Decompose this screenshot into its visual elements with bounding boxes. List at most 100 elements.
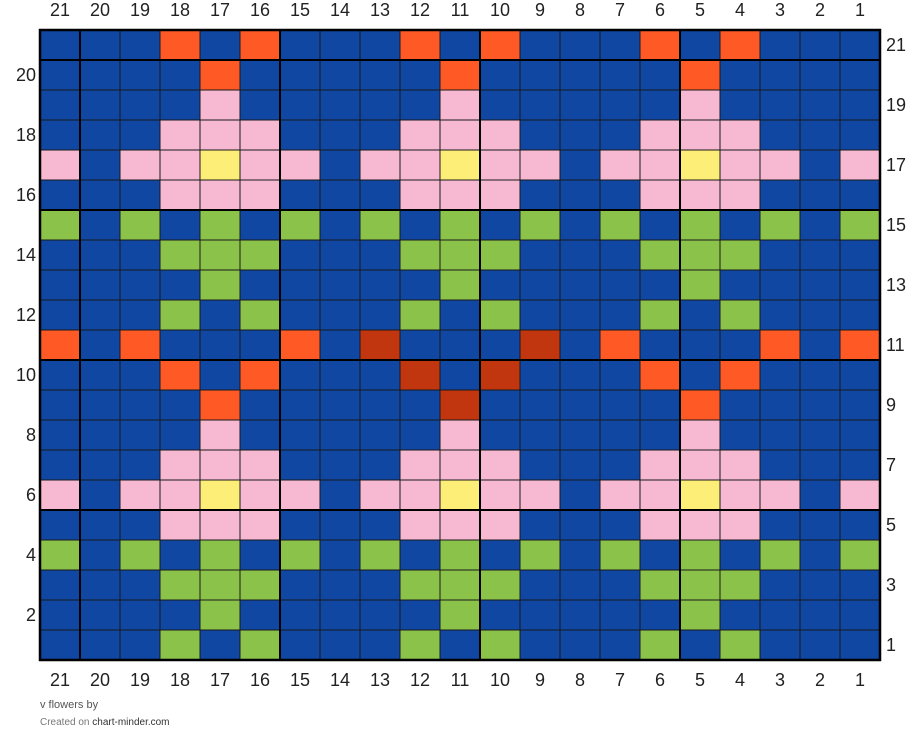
cell	[200, 210, 240, 240]
column-label-bottom: 13	[370, 670, 390, 690]
column-label-bottom: 20	[90, 670, 110, 690]
cell	[240, 450, 280, 480]
cell	[640, 360, 680, 390]
cell	[560, 150, 600, 180]
cell	[240, 330, 280, 360]
cell	[200, 90, 240, 120]
cell	[320, 60, 360, 90]
cell	[240, 480, 280, 510]
column-label-bottom: 19	[130, 670, 150, 690]
cell	[360, 330, 400, 360]
cell	[800, 60, 840, 90]
column-label-top: 3	[775, 0, 785, 20]
cell	[600, 330, 640, 360]
cell	[280, 30, 320, 60]
grid-border	[38, 28, 882, 662]
cell	[80, 540, 120, 570]
cell	[160, 120, 200, 150]
cell	[160, 420, 200, 450]
row-label-right: 21	[886, 35, 906, 55]
cell	[320, 300, 360, 330]
cell	[240, 540, 280, 570]
cell	[360, 600, 400, 630]
cell	[480, 240, 520, 270]
cell	[320, 360, 360, 390]
cell	[120, 90, 160, 120]
cell	[80, 90, 120, 120]
cell	[400, 420, 440, 450]
cell	[480, 120, 520, 150]
column-label-bottom: 14	[330, 670, 350, 690]
cell	[160, 600, 200, 630]
cell	[200, 150, 240, 180]
cell	[280, 210, 320, 240]
cell	[680, 30, 720, 60]
cell	[200, 390, 240, 420]
cell	[520, 300, 560, 330]
cell	[40, 300, 80, 330]
cell	[840, 60, 880, 90]
cell	[320, 240, 360, 270]
cell	[680, 330, 720, 360]
cell	[120, 270, 160, 300]
cell	[400, 360, 440, 390]
cell	[760, 360, 800, 390]
cell	[520, 150, 560, 180]
cell	[80, 600, 120, 630]
cell	[40, 390, 80, 420]
cell	[560, 540, 600, 570]
cell	[80, 120, 120, 150]
cell	[320, 630, 360, 660]
cell	[760, 270, 800, 300]
cell	[360, 60, 400, 90]
cell	[640, 480, 680, 510]
row-label-left: 16	[16, 185, 36, 205]
cell	[320, 120, 360, 150]
cell	[480, 450, 520, 480]
cell	[520, 360, 560, 390]
cell	[760, 180, 800, 210]
cell	[320, 510, 360, 540]
cell	[840, 450, 880, 480]
row-label-left: 18	[16, 125, 36, 145]
cell	[800, 570, 840, 600]
cell	[80, 300, 120, 330]
column-label-top: 21	[50, 0, 70, 20]
column-label-bottom: 2	[815, 670, 825, 690]
cell	[160, 540, 200, 570]
column-label-bottom: 11	[451, 670, 470, 690]
column-label-bottom: 3	[775, 670, 785, 690]
cell	[560, 360, 600, 390]
cell	[600, 360, 640, 390]
cell	[160, 270, 200, 300]
cell	[680, 480, 720, 510]
cell	[80, 150, 120, 180]
cell	[840, 390, 880, 420]
cell	[520, 210, 560, 240]
cell	[280, 270, 320, 300]
cell	[200, 450, 240, 480]
cell	[720, 270, 760, 300]
cell	[160, 450, 200, 480]
column-label-top: 7	[615, 0, 625, 20]
cell	[800, 630, 840, 660]
cell	[440, 150, 480, 180]
cell	[80, 330, 120, 360]
cell	[280, 480, 320, 510]
cell	[360, 150, 400, 180]
site-link[interactable]: chart-minder.com	[92, 717, 170, 728]
cell	[640, 600, 680, 630]
cell	[600, 270, 640, 300]
cell	[360, 180, 400, 210]
cell	[80, 60, 120, 90]
cell	[240, 180, 280, 210]
cell	[160, 60, 200, 90]
cell	[480, 210, 520, 240]
cell	[40, 540, 80, 570]
cell	[800, 270, 840, 300]
row-label-right: 13	[886, 275, 906, 295]
cell	[240, 390, 280, 420]
cell	[640, 240, 680, 270]
cell	[360, 120, 400, 150]
cell	[800, 390, 840, 420]
